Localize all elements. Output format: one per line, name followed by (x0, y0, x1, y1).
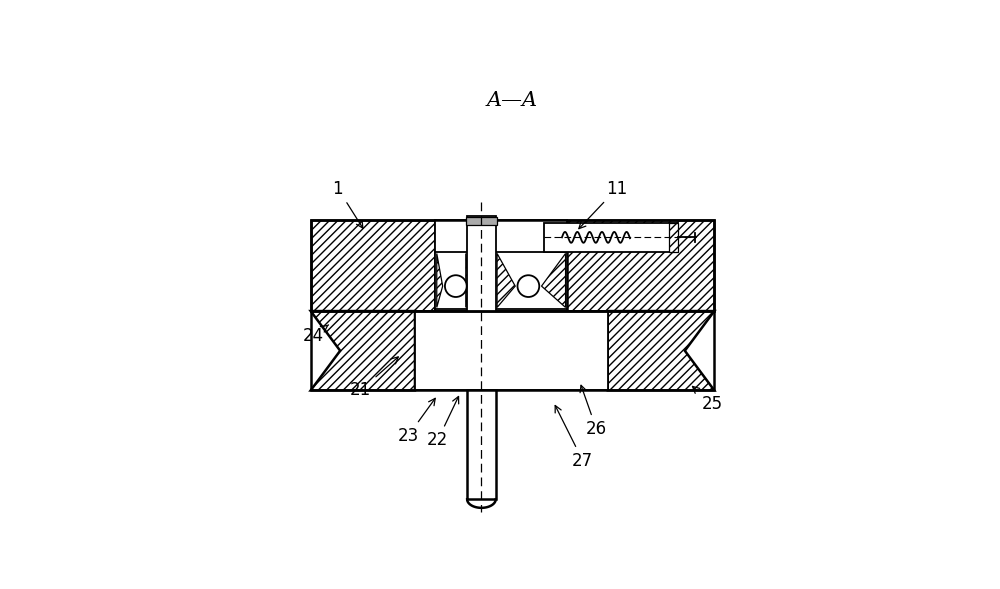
Text: 21: 21 (350, 357, 398, 399)
Bar (567, 220, 714, 311)
Text: 25: 25 (692, 386, 723, 413)
Bar (311, 311, 714, 391)
Polygon shape (608, 311, 714, 391)
Bar (415, 311, 608, 391)
Text: 11: 11 (579, 180, 627, 229)
Polygon shape (466, 253, 469, 307)
Bar (466, 217, 497, 225)
Polygon shape (311, 311, 415, 391)
Text: 26: 26 (580, 385, 607, 438)
Text: 1: 1 (333, 180, 363, 228)
Polygon shape (497, 253, 515, 307)
Bar (311, 220, 435, 311)
Bar (467, 216, 496, 311)
Bar (311, 220, 714, 311)
Bar (435, 252, 567, 309)
Text: 23: 23 (398, 398, 435, 445)
Bar (435, 220, 567, 311)
Text: 22: 22 (427, 396, 459, 449)
Bar (669, 223, 678, 252)
Circle shape (517, 275, 539, 297)
Polygon shape (437, 253, 443, 307)
Polygon shape (542, 253, 566, 307)
Bar (467, 391, 496, 499)
Bar (544, 223, 678, 252)
Text: A—A: A—A (487, 91, 538, 110)
Circle shape (445, 275, 467, 297)
Text: 27: 27 (555, 405, 593, 469)
Text: 24: 24 (302, 325, 329, 345)
